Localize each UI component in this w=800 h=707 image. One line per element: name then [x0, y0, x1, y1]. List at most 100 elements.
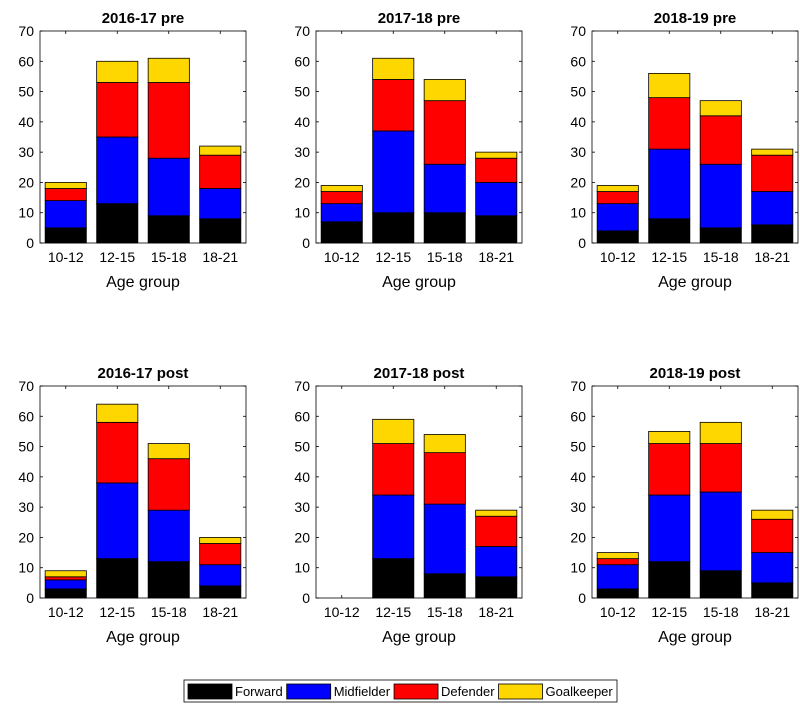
bar-segment [147, 57, 190, 83]
bar-segment [648, 97, 691, 150]
legend-label: Forward [235, 684, 283, 699]
y-tick-label: 70 [294, 378, 310, 394]
x-tick-label: 12-15 [99, 604, 135, 620]
y-tick-label: 20 [294, 529, 310, 545]
bar-segment [147, 215, 190, 244]
axes-box [315, 30, 523, 244]
y-tick-label: 10 [294, 205, 310, 221]
x-tick-label: 18-21 [478, 604, 514, 620]
y-tick-label: 0 [26, 590, 34, 606]
y-tick-label: 60 [18, 408, 34, 424]
legend-swatch [393, 683, 439, 700]
bar-segment [147, 509, 190, 563]
bar-segment [96, 421, 139, 484]
bar-segment [648, 443, 691, 496]
axes-box [315, 385, 523, 599]
chart-title: 2018-19 post [650, 365, 741, 382]
y-tick-label: 0 [26, 235, 34, 251]
bar-segment [648, 494, 691, 563]
bar-segment [199, 537, 242, 544]
x-tick-label: 15-18 [703, 249, 739, 265]
y-tick-label: 0 [578, 235, 586, 251]
bar-segment [44, 182, 87, 189]
bar-segment [475, 215, 518, 244]
y-tick-label: 10 [570, 560, 586, 576]
bar-segment [596, 203, 639, 232]
bar-segment [147, 157, 190, 217]
x-tick-label: 12-15 [99, 249, 135, 265]
y-tick-label: 40 [294, 469, 310, 485]
x-tick-label: 18-21 [202, 249, 238, 265]
bar-segment [96, 403, 139, 423]
y-tick-label: 0 [578, 590, 586, 606]
bar-segment [372, 418, 415, 444]
y-tick-label: 60 [570, 53, 586, 69]
bar-segment [475, 151, 518, 159]
y-tick-label: 50 [18, 84, 34, 100]
chart-title: 2018-19 pre [654, 10, 737, 27]
bar-segment [423, 503, 466, 575]
y-tick-label: 10 [18, 560, 34, 576]
bar-segment [699, 570, 742, 599]
bar-segment [372, 57, 415, 80]
chart-title: 2017-18 post [374, 365, 465, 382]
chart-title: 2017-18 pre [378, 10, 461, 27]
bar-segment [44, 188, 87, 202]
y-tick-label: 20 [18, 529, 34, 545]
bar-segment [372, 558, 415, 599]
y-tick-label: 10 [570, 205, 586, 221]
y-tick-label: 60 [294, 53, 310, 69]
x-tick-label: 15-18 [427, 249, 463, 265]
x-axis-label: Age group [382, 274, 456, 291]
bar-segment [475, 546, 518, 578]
y-tick-label: 70 [294, 23, 310, 39]
y-tick-label: 70 [18, 378, 34, 394]
y-tick-label: 70 [570, 23, 586, 39]
y-tick-label: 0 [302, 590, 310, 606]
bar-segment [199, 218, 242, 244]
bar-segment [475, 182, 518, 217]
bar-segment [96, 482, 139, 560]
bar-segment [423, 434, 466, 454]
x-axis-label: Age group [658, 629, 732, 646]
bar-segment [372, 79, 415, 132]
x-tick-label: 12-15 [651, 604, 687, 620]
bar-segment [44, 579, 87, 590]
x-axis-label: Age group [106, 629, 180, 646]
axes-box [591, 30, 799, 244]
bar-segment [596, 564, 639, 590]
legend-swatch [187, 683, 233, 700]
bar-segment [199, 154, 242, 189]
bar-segment [751, 518, 794, 553]
bar-segment [423, 452, 466, 505]
bar-segment [475, 515, 518, 547]
axes-box [591, 385, 799, 599]
bar-segment [751, 148, 794, 156]
y-tick-label: 30 [18, 144, 34, 160]
x-tick-label: 10-12 [48, 249, 84, 265]
bar-segment [751, 509, 794, 520]
bar-segment [699, 163, 742, 229]
x-axis-label: Age group [106, 274, 180, 291]
y-tick-label: 40 [18, 469, 34, 485]
y-tick-label: 50 [570, 84, 586, 100]
bar-segment [199, 564, 242, 587]
y-tick-label: 30 [570, 499, 586, 515]
bar-segment [423, 573, 466, 599]
y-tick-label: 60 [570, 408, 586, 424]
legend-swatch [498, 683, 543, 700]
bar-segment [596, 185, 639, 192]
bar-segment [199, 145, 242, 156]
y-tick-label: 20 [570, 529, 586, 545]
x-tick-label: 18-21 [202, 604, 238, 620]
x-tick-label: 10-12 [324, 604, 360, 620]
y-tick-label: 60 [18, 53, 34, 69]
bar-segment [320, 191, 363, 205]
y-tick-label: 30 [294, 499, 310, 515]
y-tick-label: 50 [18, 439, 34, 455]
bar-segment [96, 60, 139, 83]
bar-segment [96, 136, 139, 205]
chart-panel: 10-12 12-15 15-18 18-21 0 10 20 30 40 50 60 70 2017-… [294, 10, 523, 291]
y-tick-label: 20 [294, 174, 310, 190]
